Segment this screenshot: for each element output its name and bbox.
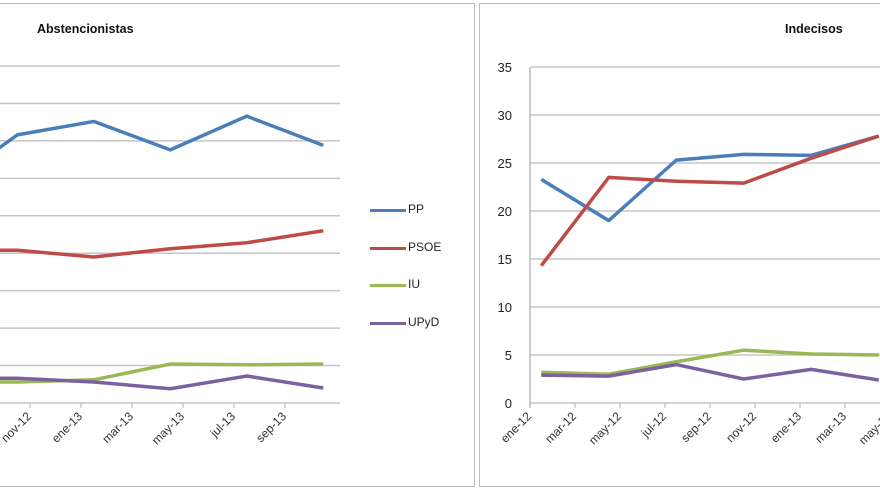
series-line-upyd	[0, 374, 324, 391]
y-tick-label: 35	[498, 60, 512, 75]
left-chart-title: Abstencionistas	[37, 22, 134, 36]
series-line-pp	[0, 114, 324, 152]
indecisos-chart-panel	[479, 3, 880, 487]
x-tick-label: jul-13	[207, 409, 239, 441]
series-line-upyd	[541, 362, 880, 382]
y-tick-label: 15	[498, 252, 512, 267]
legend-line-pp	[370, 209, 406, 212]
x-tick-label: ene-13	[49, 409, 86, 446]
x-tick-label: nov-12	[0, 409, 34, 445]
y-tick-label: 10	[498, 300, 512, 315]
x-tick-label: jul-12	[638, 409, 670, 441]
x-tick-label: may-13	[856, 409, 880, 447]
x-tick-label: ene-13	[768, 409, 805, 446]
series-line-iu	[541, 348, 879, 376]
x-tick-label: may-13	[149, 409, 187, 447]
chart-abstencionistas: nov-12 ene-13 mar-13 may-13 jul-13 sep-13	[0, 65, 340, 447]
legend-line-upyd	[370, 322, 406, 325]
legend-item-psoe: PSOE	[370, 240, 460, 256]
y-tick-label: 30	[498, 108, 512, 123]
y-tick-label: 0	[505, 396, 512, 411]
legend-label-psoe: PSOE	[408, 240, 442, 254]
legend-label-upyd: UPyD	[408, 315, 440, 329]
x-tick-label: mar-13	[812, 409, 849, 446]
x-tick-label: sep-12	[678, 409, 714, 445]
legend-label-pp: PP	[408, 202, 425, 216]
series-line-psoe	[539, 134, 880, 267]
x-tick-label: ene-12	[498, 409, 535, 446]
legend-line-psoe	[370, 247, 406, 250]
legend-item-upyd: UPyD	[370, 315, 460, 331]
legend-label-iu: IU	[408, 277, 420, 291]
series-line-iu	[0, 362, 324, 384]
chart-indecisos: 0 5 10 15 20 25 30 35 ene-12 mar-12 may-12 jul-12 se…	[498, 60, 880, 447]
y-tick-label: 5	[505, 348, 512, 363]
x-tick-label: may-12	[586, 409, 624, 447]
series-line-pp	[540, 134, 880, 223]
y-tick-label: 20	[498, 204, 512, 219]
legend-item-pp: PP	[370, 202, 460, 218]
series-line-psoe	[0, 229, 324, 259]
right-chart-title: Indecisos	[785, 22, 843, 36]
x-tick-label: mar-12	[542, 409, 579, 446]
x-tick-label: nov-12	[723, 409, 759, 445]
x-tick-label: sep-13	[253, 409, 289, 445]
legend-line-iu	[370, 284, 406, 287]
legend-item-iu: IU	[370, 277, 460, 293]
x-tick-label: mar-13	[99, 409, 136, 446]
y-tick-label: 25	[498, 156, 512, 171]
